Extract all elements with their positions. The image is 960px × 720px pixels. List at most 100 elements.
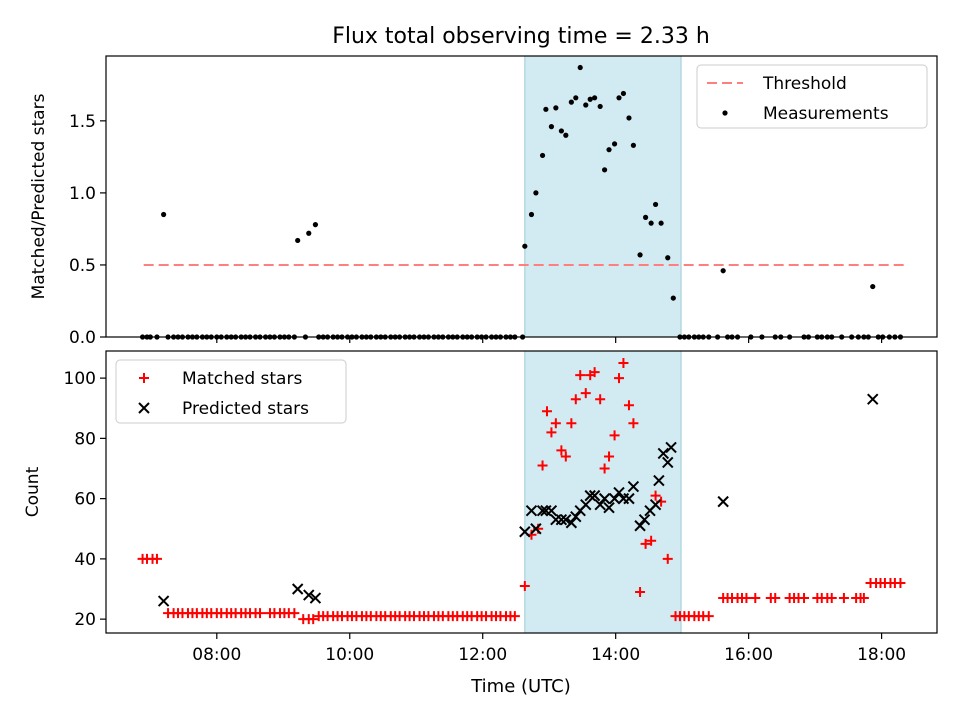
predicted-stars-point [157,595,170,607]
legend-entry-label: Measurements [763,104,889,124]
measurement-point [665,255,671,261]
y-tick-label: 60 [74,490,96,510]
measurement-point [568,99,574,105]
predicted-stars-point [653,474,665,487]
y-tick-label: 100 [64,369,96,389]
measurement-point [720,268,726,274]
matched-stars-point [609,430,620,441]
axes-frame [105,350,938,634]
matched-stars-point [623,400,634,411]
y-axis-label: Matched/Predicted stars [29,93,49,299]
predicted-stars-point [634,520,646,532]
predicted-stars-point [665,441,677,454]
measurement-point [522,243,528,249]
measurement-point [543,106,549,112]
predicted-stars-point [623,492,635,505]
matched-stars-point [826,593,837,604]
predicted-stars-point [555,514,568,526]
matched-stars-point [741,593,752,604]
predicted-stars-point [565,517,578,529]
predicted-stars-point [519,526,531,538]
measurement-point [587,96,593,102]
measurement-point [528,211,535,218]
measurement-point [602,167,608,173]
measurement-point [637,252,643,258]
legend-predicted-swatch [138,402,150,414]
y-tick-label: 20 [74,610,96,630]
legend-frame [696,64,928,129]
matched-stars-point [308,614,319,625]
measurement-point [606,147,612,153]
predicted-stars-point [536,504,549,517]
y-tick-label: 40 [74,550,96,570]
matched-stars-point [650,490,661,501]
matched-stars-point [640,538,651,549]
measurement-point [642,214,649,220]
matched-stars-point [550,418,561,429]
matched-stars-point [618,358,629,369]
matched-stars-point [537,460,548,471]
matched-stars-point [838,593,849,604]
measurement-point [161,211,167,218]
legend: Threshold Measurements [696,64,928,129]
matched-stars-point [628,418,639,429]
matched-stars-point [703,611,714,622]
matched-stars-point [255,608,266,619]
measurement-point [611,141,618,147]
legend-entry-label: Threshold [762,74,847,94]
measurement-point [548,124,555,130]
observing-window-span [524,350,682,634]
predicted-stars-point [608,492,621,505]
measurement-point [539,152,546,159]
predicted-stars-point [598,492,611,505]
matched-stars-point [604,451,615,462]
measurement-point [577,64,583,71]
matched-stars-point [575,370,586,381]
y-tick-label: 1.5 [69,112,96,132]
predicted-stars-point [303,589,315,601]
predicted-stars-point [627,480,640,493]
matched-stars-point [858,593,869,604]
legend: Matched stars Predicted stars [115,359,347,424]
ratio-panel: 0.0 0.5 1.0 1.5 Matched/Predicted stars Thres… [29,55,938,348]
matched-stars-point [546,427,557,438]
legend-matched-swatch [139,373,149,383]
matched-stars-point [770,593,781,604]
matched-stars-point [750,593,761,604]
matched-stars-point [151,553,162,564]
count-panel: 20 40 60 80 100 08:00 10:00 12:00 14:00 16:00 18:0… [23,350,938,665]
axes-frame [105,55,938,338]
matched-stars-point [646,535,657,546]
x-tick-label: 18:00 [857,645,906,665]
matched-stars-point [895,577,906,588]
matched-stars-point [595,394,606,405]
measurement-point [583,102,589,108]
measurement-point [652,201,659,208]
measurement-point [312,222,319,228]
legend-measurements-swatch [722,110,728,116]
matched-stars-point [599,463,610,474]
measurement-point [573,95,579,101]
predicted-stars-point [545,504,558,517]
predicted-stars-point [530,523,542,535]
x-tick-label: 14:00 [591,645,640,665]
y-tick-label: 0.0 [69,328,96,348]
predicted-stars-point [584,489,596,502]
matched-stars-point [289,608,300,619]
matched-stars-point [556,445,567,456]
measurement-point [592,95,598,101]
predicted-stars-point [570,510,582,523]
measurement-point [295,237,301,244]
matched-stars-point [580,388,591,399]
matched-stars-point [509,611,520,622]
predicted-stars-point [580,498,592,511]
y-tick-label: 80 [74,429,96,449]
matched-stars-point [570,394,581,405]
legend-entry-label: Predicted stars [182,399,309,419]
measurement-point [870,283,876,290]
measurement-point [616,95,622,101]
measurement-point [553,105,559,111]
predicted-stars-point [560,514,572,526]
predicted-stars-point [649,498,662,511]
